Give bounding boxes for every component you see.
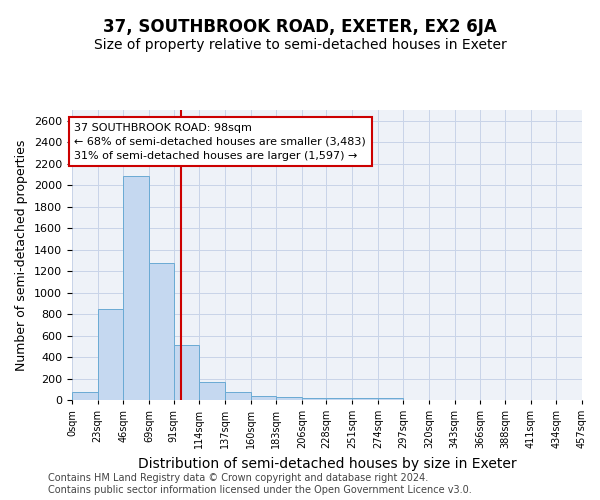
Bar (149, 262, 173, 400)
Bar (352, 398, 378, 400)
Bar (302, 398, 326, 400)
Bar (199, 382, 225, 400)
Bar (98, 308, 124, 400)
Bar (251, 396, 276, 400)
X-axis label: Distribution of semi-detached houses by size in Exeter: Distribution of semi-detached houses by … (137, 456, 517, 470)
Text: Contains HM Land Registry data © Crown copyright and database right 2024.
Contai: Contains HM Land Registry data © Crown c… (48, 474, 472, 495)
Bar (326, 398, 352, 400)
Bar (378, 398, 403, 400)
Bar (276, 397, 302, 400)
Bar (225, 392, 251, 400)
Text: 37, SOUTHBROOK ROAD, EXETER, EX2 6JA: 37, SOUTHBROOK ROAD, EXETER, EX2 6JA (103, 18, 497, 36)
Text: 37 SOUTHBROOK ROAD: 98sqm
← 68% of semi-detached houses are smaller (3,483)
31% : 37 SOUTHBROOK ROAD: 98sqm ← 68% of semi-… (74, 123, 366, 161)
Text: Size of property relative to semi-detached houses in Exeter: Size of property relative to semi-detach… (94, 38, 506, 52)
Bar (173, 345, 199, 400)
Bar (72, 392, 98, 400)
Y-axis label: Number of semi-detached properties: Number of semi-detached properties (16, 140, 28, 370)
Bar (124, 176, 149, 400)
